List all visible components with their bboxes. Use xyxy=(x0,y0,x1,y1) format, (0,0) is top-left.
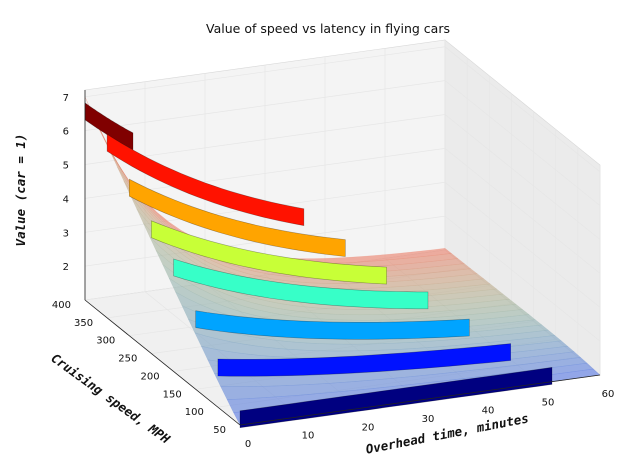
speed-ribbon xyxy=(173,258,429,310)
speed-ribbon xyxy=(129,178,346,257)
speed-ribbon xyxy=(195,310,470,340)
speed-ribbon xyxy=(239,367,553,429)
x-axis-line xyxy=(239,374,601,426)
speed-ribbons xyxy=(84,102,553,429)
x-tick-label: 20 xyxy=(362,422,375,433)
z-tick-label: 2 xyxy=(63,262,69,273)
y-tick-label: 400 xyxy=(52,300,71,311)
z-axis-label: Value (car = 1) xyxy=(13,134,28,247)
z-tick-label: 4 xyxy=(63,194,69,205)
y-tick-label: 100 xyxy=(185,407,204,418)
y-tick-label: 150 xyxy=(163,389,182,400)
chart-title: Value of speed vs latency in flying cars xyxy=(206,21,450,36)
x-tick-label: 10 xyxy=(302,431,315,442)
x-axis-label: Overhead time, minutes xyxy=(364,410,529,456)
grid-line-z xyxy=(84,114,601,240)
speed-ribbon xyxy=(84,102,134,151)
y-tick-label: 200 xyxy=(141,371,160,382)
grid-line-z xyxy=(84,148,601,274)
grid-line-z xyxy=(84,80,601,206)
y-tick-label: 250 xyxy=(118,354,137,365)
y-tick-label: 50 xyxy=(213,425,226,436)
y-axis-label: Cruising speed, MPH xyxy=(48,350,173,446)
grid-line-z xyxy=(84,46,601,173)
z-tick-label: 3 xyxy=(63,228,69,239)
y-tick-label: 300 xyxy=(96,336,115,347)
x-tick-label: 30 xyxy=(422,414,435,425)
y-axis-line xyxy=(84,299,241,426)
z-tick-label: 5 xyxy=(63,161,69,172)
z-tick-label: 7 xyxy=(63,93,69,104)
speed-ribbon xyxy=(217,343,512,377)
axes xyxy=(84,90,601,426)
z-tick-label: 6 xyxy=(63,127,69,138)
x-tick-label: 40 xyxy=(482,406,495,417)
speed-ribbon xyxy=(106,133,305,226)
x-tick-label: 60 xyxy=(602,389,615,400)
y-tick-label: 350 xyxy=(74,318,93,329)
speed-ribbon xyxy=(151,220,387,285)
x-tick-label: 0 xyxy=(245,439,251,450)
x-tick-label: 50 xyxy=(542,397,555,408)
